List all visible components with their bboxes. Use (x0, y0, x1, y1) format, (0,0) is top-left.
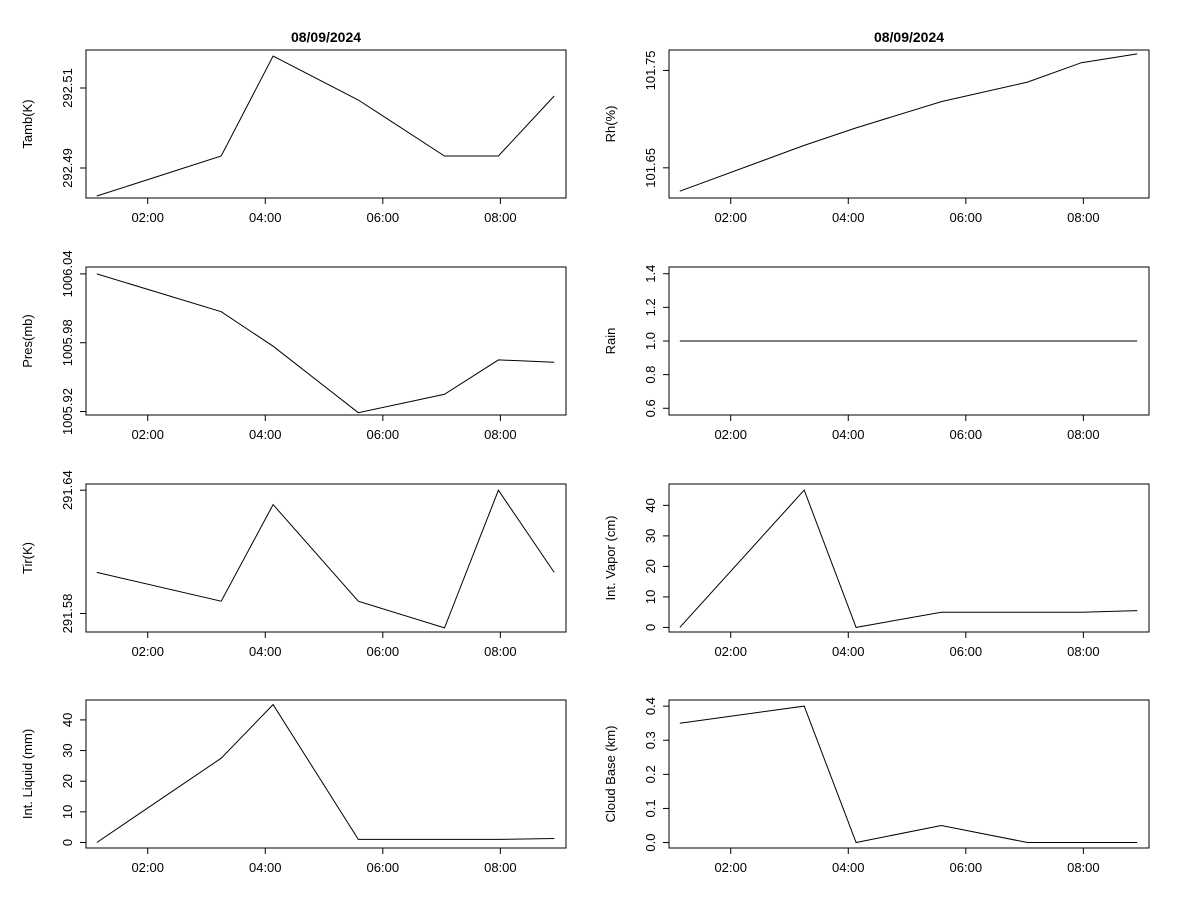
y-axis-label: Rh(%) (603, 106, 618, 143)
y-tick-label: 0.3 (643, 731, 658, 749)
y-tick-label: 30 (643, 529, 658, 543)
x-tick-label: 08:00 (1067, 427, 1100, 442)
x-tick-label: 02:00 (131, 644, 164, 659)
x-tick-label: 08:00 (1067, 210, 1100, 225)
x-tick-label: 04:00 (249, 427, 282, 442)
panel-title: 08/09/2024 (874, 29, 944, 45)
y-tick-label: 1006.04 (60, 250, 75, 297)
x-tick-label: 06:00 (367, 644, 400, 659)
x-tick-label: 02:00 (714, 210, 747, 225)
panel-3: 02:00 04:00 06:00 08:00 1005.92 1005.98 1006.0… (20, 250, 567, 442)
x-tick-label: 08:00 (484, 210, 517, 225)
plot-frame (85, 483, 567, 633)
y-tick-label: 20 (60, 774, 75, 788)
y-axis-label: Int. Vapor (cm) (603, 515, 618, 600)
y-tick-label: 0.8 (643, 366, 658, 384)
series-line (679, 53, 1138, 192)
x-tick-label: 06:00 (367, 427, 400, 442)
series-line (96, 489, 555, 629)
y-tick-label: 40 (60, 713, 75, 727)
x-tick-label: 06:00 (950, 427, 983, 442)
panel-8: 02:00 04:00 06:00 08:00 0.0 0.1 0.2 0.3 0.4 Cloud… (603, 697, 1150, 875)
x-tick-label: 02:00 (714, 860, 747, 875)
y-axis-label: Rain (603, 328, 618, 355)
plot-frame (668, 483, 1150, 633)
series-line (679, 705, 1138, 844)
series-line (96, 703, 555, 843)
x-tick-label: 02:00 (131, 860, 164, 875)
x-tick-label: 06:00 (950, 860, 983, 875)
y-tick-label: 0.4 (643, 697, 658, 715)
plot-frame (85, 49, 567, 199)
y-tick-label: 20 (643, 559, 658, 573)
y-tick-label: 1005.98 (60, 319, 75, 366)
panel-7: 02:00 04:00 06:00 08:00 0 10 20 30 40 Int. Liquid… (20, 699, 567, 875)
x-tick-label: 04:00 (249, 860, 282, 875)
y-tick-label: 10 (60, 805, 75, 819)
series-line (96, 273, 555, 414)
y-tick-label: 0 (60, 839, 75, 846)
x-tick-label: 02:00 (131, 427, 164, 442)
panel-title: 08/09/2024 (291, 29, 361, 45)
y-tick-label: 1.4 (643, 265, 658, 283)
y-tick-label: 101.65 (643, 148, 658, 188)
x-tick-label: 02:00 (131, 210, 164, 225)
x-tick-label: 06:00 (367, 860, 400, 875)
x-tick-label: 08:00 (484, 860, 517, 875)
y-axis-label: Int. Liquid (mm) (20, 729, 35, 819)
y-tick-label: 0.1 (643, 799, 658, 817)
y-tick-label: 101.75 (643, 51, 658, 91)
x-tick-label: 08:00 (484, 644, 517, 659)
x-tick-label: 04:00 (249, 644, 282, 659)
series-line (679, 489, 1138, 628)
y-tick-label: 291.64 (60, 470, 75, 510)
y-tick-label: 0 (643, 624, 658, 631)
y-tick-label: 291.58 (60, 594, 75, 634)
x-tick-label: 08:00 (484, 427, 517, 442)
y-tick-label: 10 (643, 590, 658, 604)
y-axis-label: Tir(K) (20, 542, 35, 574)
y-tick-label: 1.2 (643, 298, 658, 316)
panel-2: 02:00 04:00 06:00 08:00 101.65 101.75 Rh(%) 08/… (603, 29, 1150, 225)
x-tick-label: 06:00 (950, 210, 983, 225)
y-axis-label: Cloud Base (km) (603, 726, 618, 823)
x-tick-label: 06:00 (367, 210, 400, 225)
y-axis-label: Tamb(K) (20, 99, 35, 148)
y-tick-label: 1.0 (643, 332, 658, 350)
x-tick-label: 04:00 (249, 210, 282, 225)
plot-frame (668, 49, 1150, 199)
x-tick-label: 06:00 (950, 644, 983, 659)
y-tick-label: 292.51 (60, 68, 75, 108)
plot-frame (85, 266, 567, 416)
x-tick-label: 04:00 (832, 210, 865, 225)
y-tick-label: 0.0 (643, 834, 658, 852)
panel-4: 02:00 04:00 06:00 08:00 0.6 0.8 1.0 1.2 1.4 Rain (603, 265, 1150, 442)
x-tick-label: 04:00 (832, 860, 865, 875)
x-tick-label: 08:00 (1067, 644, 1100, 659)
panel-6: 02:00 04:00 06:00 08:00 0 10 20 30 40 Int. Vapor … (603, 483, 1150, 659)
x-tick-label: 08:00 (1067, 860, 1100, 875)
plot-frame (85, 699, 567, 849)
y-tick-label: 0.6 (643, 399, 658, 417)
x-tick-label: 04:00 (832, 644, 865, 659)
y-tick-label: 40 (643, 498, 658, 512)
y-tick-label: 292.49 (60, 148, 75, 188)
x-tick-label: 02:00 (714, 644, 747, 659)
y-tick-label: 1005.92 (60, 388, 75, 435)
y-tick-label: 30 (60, 743, 75, 757)
panel-5: 02:00 04:00 06:00 08:00 291.58 291.64 Tir(K) (20, 470, 567, 659)
x-tick-label: 04:00 (832, 427, 865, 442)
series-line (96, 55, 555, 197)
panel-1: 02:00 04:00 06:00 08:00 292.49 292.51 Tamb(K) 0… (20, 29, 567, 225)
y-tick-label: 0.2 (643, 765, 658, 783)
y-axis-label: Pres(mb) (20, 314, 35, 367)
x-tick-label: 02:00 (714, 427, 747, 442)
plot-frame (668, 699, 1150, 849)
